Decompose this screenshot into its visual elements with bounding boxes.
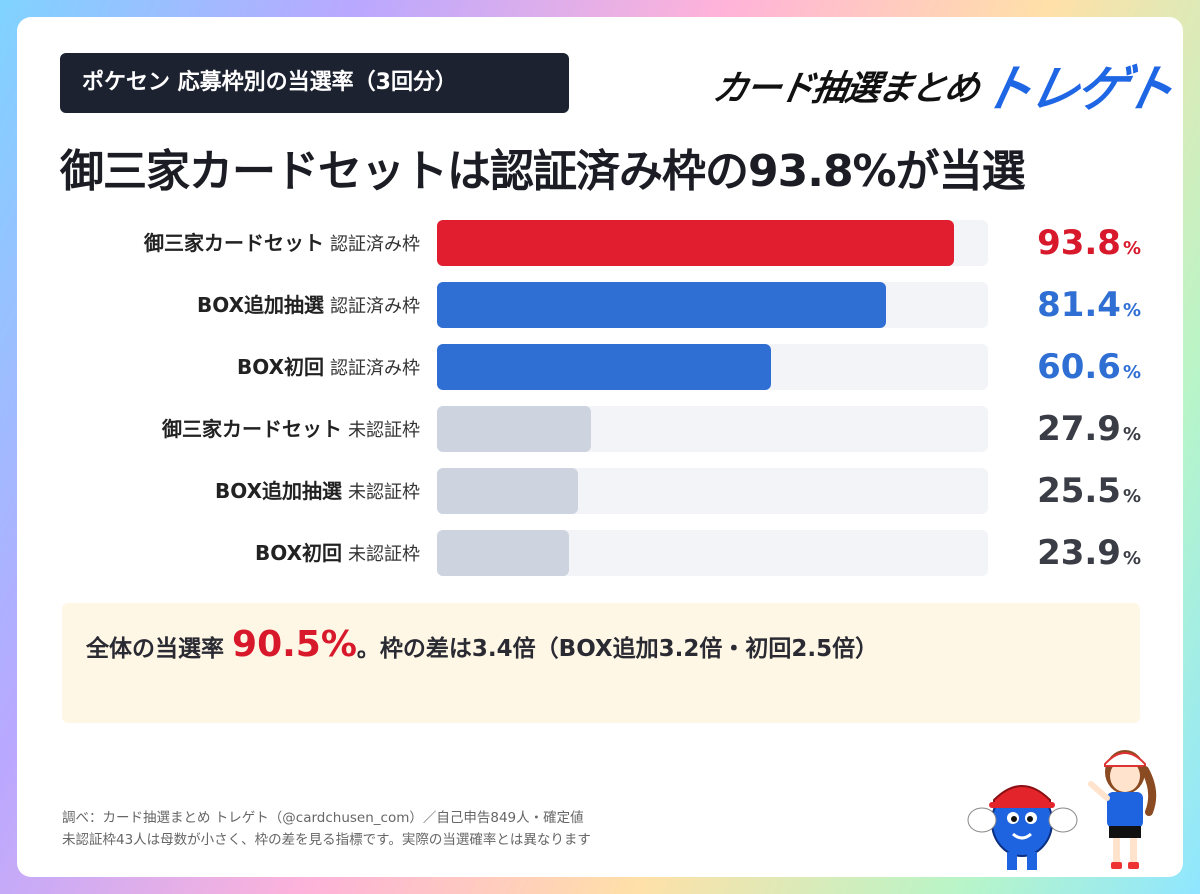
- row-label-sub: 認証済み枠: [330, 234, 420, 255]
- summary-box: 全体の当選率 90.5%。枠の差は3.4倍（BOX追加3.2倍・初回2.5倍）: [62, 603, 1140, 723]
- row-label-main: BOX初回: [237, 355, 324, 379]
- row-label: BOX初回 認証済み枠: [237, 344, 420, 390]
- row-label: BOX追加抽選 認証済み枠: [197, 282, 420, 328]
- value-label: 23.9%: [1037, 530, 1141, 576]
- row-label-sub: 未認証枠: [348, 544, 420, 565]
- mascot-illustration: [967, 750, 1157, 870]
- card: ポケセン 応募枠別の当選率（3回分） カード抽選まとめ トレゲト 御三家カードセ…: [17, 17, 1183, 877]
- value-number: 27.9: [1037, 409, 1121, 449]
- value-unit: %: [1122, 548, 1141, 569]
- row-label-main: BOX追加抽選: [197, 293, 324, 317]
- bar: [437, 220, 954, 266]
- value-label: 60.6%: [1037, 344, 1141, 390]
- summary-post: 。枠の差は3.4倍（BOX追加3.2倍・初回2.5倍）: [356, 636, 879, 662]
- row-label: BOX追加抽選 未認証枠: [215, 468, 420, 514]
- value-number: 23.9: [1037, 533, 1121, 573]
- value-number: 93.8: [1037, 223, 1121, 263]
- value-label: 93.8%: [1037, 220, 1141, 266]
- summary-rate: 90.5%: [232, 624, 357, 665]
- bar: [437, 406, 591, 452]
- row-label: BOX初回 未認証枠: [255, 530, 420, 576]
- topic-tag: ポケセン 応募枠別の当選率（3回分）: [60, 53, 569, 113]
- value-number: 81.4: [1037, 285, 1121, 325]
- mascot-blue-character-icon: [967, 785, 1078, 870]
- bar-chart: 御三家カードセット 認証済み枠 93.8% BOX追加抽選 認証済み枠 81.4% BOX初…: [17, 17, 1183, 877]
- row-label: 御三家カードセット 未認証枠: [162, 406, 420, 452]
- bar-track: [437, 468, 988, 514]
- bar-track: [437, 220, 988, 266]
- row-label-sub: 未認証枠: [348, 420, 420, 441]
- value-label: 25.5%: [1037, 468, 1141, 514]
- value-label: 27.9%: [1037, 406, 1141, 452]
- bar: [437, 344, 771, 390]
- value-number: 25.5: [1037, 471, 1121, 511]
- value-number: 60.6: [1037, 347, 1121, 387]
- value-unit: %: [1122, 238, 1141, 259]
- value-unit: %: [1122, 486, 1141, 507]
- footnote-line1: 調べ：カード抽選まとめ トレゲト（@cardchusen_com）／自己申告84…: [62, 810, 584, 826]
- footnote-line2: 未認証枠43人は母数が小さく、枠の差を見る指標です。実際の当選確率とは異なります: [62, 832, 591, 848]
- value-unit: %: [1122, 300, 1141, 321]
- row-label-main: 御三家カードセット: [162, 417, 342, 441]
- row-label-sub: 認証済み枠: [330, 358, 420, 379]
- value-unit: %: [1122, 362, 1141, 383]
- bar-track: [437, 282, 988, 328]
- summary-pre: 全体の当選率: [86, 636, 233, 662]
- bar-track: [437, 406, 988, 452]
- row-label-sub: 認証済み枠: [330, 296, 420, 317]
- bar: [437, 282, 886, 328]
- row-label-main: BOX追加抽選: [215, 479, 342, 503]
- value-label: 81.4%: [1037, 282, 1141, 328]
- bar: [437, 530, 569, 576]
- footnote: 調べ：カード抽選まとめ トレゲト（@cardchusen_com）／自己申告84…: [62, 807, 591, 851]
- headline: 御三家カードセットは認証済み枠の93.8%が当選: [60, 146, 1026, 197]
- bar-track: [437, 344, 988, 390]
- bar: [437, 468, 578, 514]
- row-label: 御三家カードセット 認証済み枠: [144, 220, 420, 266]
- row-label-main: 御三家カードセット: [144, 231, 324, 255]
- value-unit: %: [1122, 424, 1141, 445]
- bar-track: [437, 530, 988, 576]
- mascot-girl-character-icon: [1088, 750, 1157, 869]
- row-label-sub: 未認証枠: [348, 482, 420, 503]
- row-label-main: BOX初回: [255, 541, 342, 565]
